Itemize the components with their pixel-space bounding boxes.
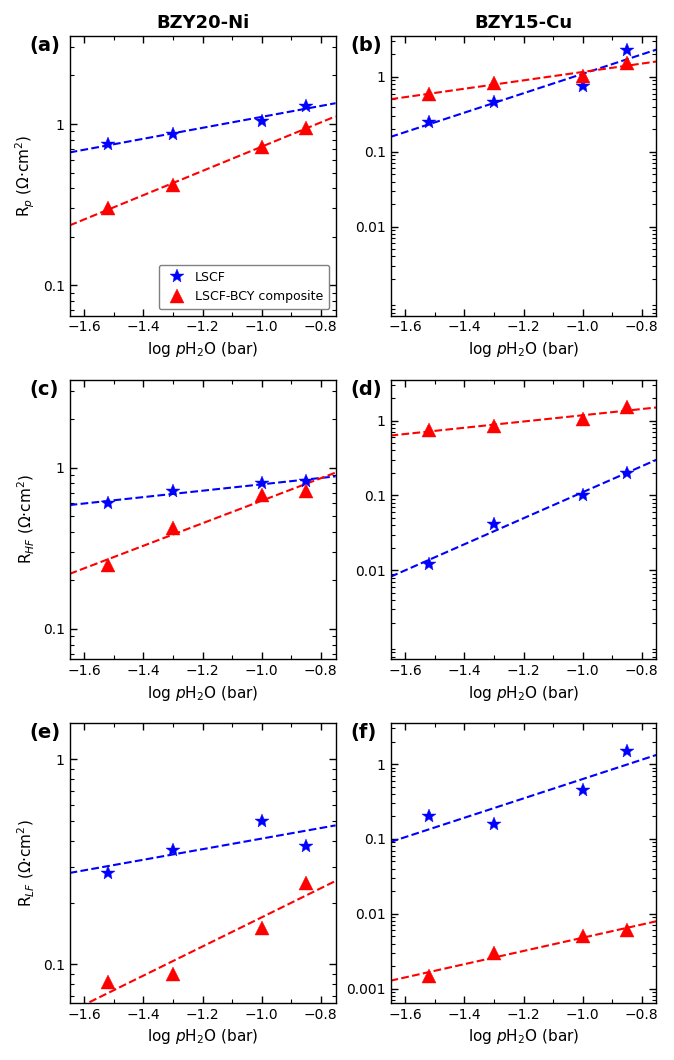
Text: (b): (b) <box>350 36 382 55</box>
X-axis label: log $p$H$_2$O (bar): log $p$H$_2$O (bar) <box>468 340 579 359</box>
X-axis label: log $p$H$_2$O (bar): log $p$H$_2$O (bar) <box>468 684 579 703</box>
X-axis label: log $p$H$_2$O (bar): log $p$H$_2$O (bar) <box>147 1027 258 1046</box>
Text: (e): (e) <box>30 723 61 742</box>
Y-axis label: R$_{HF}$ (Ω·cm$^2$): R$_{HF}$ (Ω·cm$^2$) <box>16 475 37 564</box>
X-axis label: log $p$H$_2$O (bar): log $p$H$_2$O (bar) <box>147 684 258 703</box>
X-axis label: log $p$H$_2$O (bar): log $p$H$_2$O (bar) <box>468 1027 579 1046</box>
Y-axis label: R$_{LF}$ (Ω·cm$^2$): R$_{LF}$ (Ω·cm$^2$) <box>16 819 37 907</box>
X-axis label: log $p$H$_2$O (bar): log $p$H$_2$O (bar) <box>147 340 258 359</box>
Text: (d): (d) <box>350 379 382 399</box>
Text: (c): (c) <box>30 379 59 399</box>
Text: (a): (a) <box>30 36 61 55</box>
Title: BZY20-Ni: BZY20-Ni <box>156 14 249 32</box>
Y-axis label: R$_p$ (Ω·cm$^2$): R$_p$ (Ω·cm$^2$) <box>14 135 37 217</box>
Text: (f): (f) <box>350 723 377 742</box>
Legend: LSCF, LSCF-BCY composite: LSCF, LSCF-BCY composite <box>158 265 330 310</box>
Title: BZY15-Cu: BZY15-Cu <box>474 14 572 32</box>
